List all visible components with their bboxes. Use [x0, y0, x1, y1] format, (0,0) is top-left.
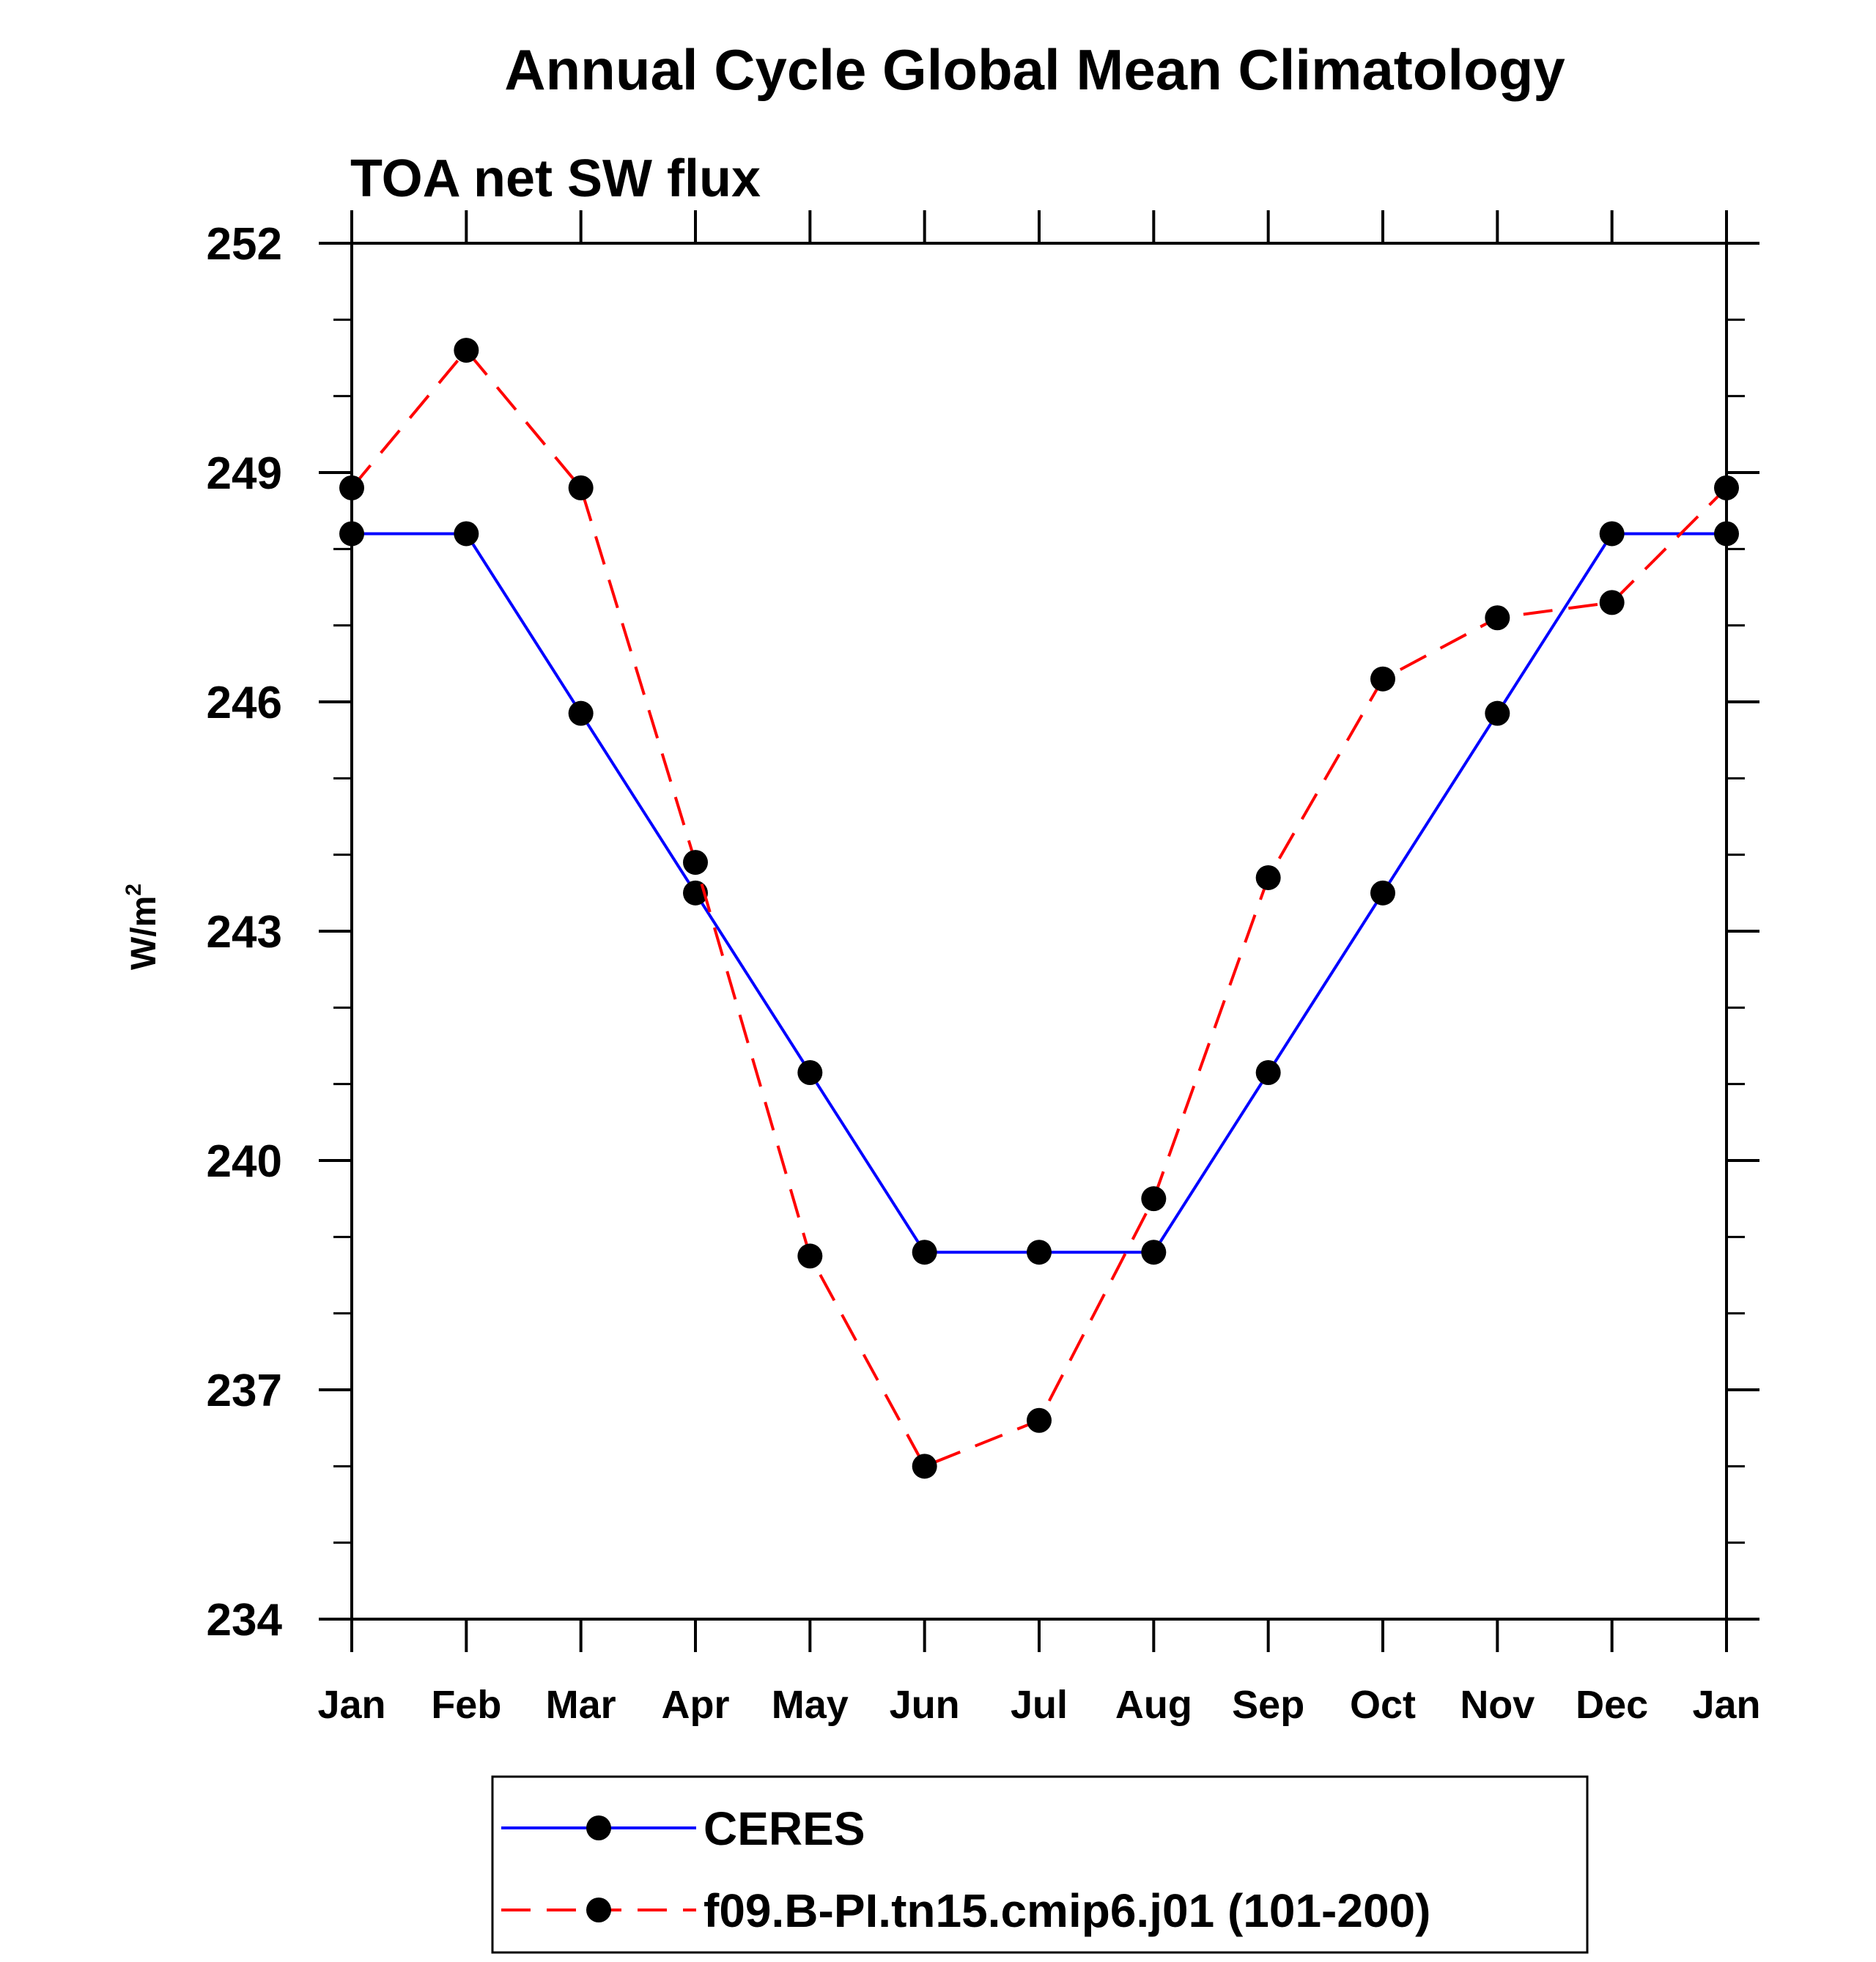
x-tick-label: Feb — [431, 1683, 501, 1727]
plot-area: Jan Feb Mar Apr May Jun Jul Aug Sep Oct Nov Dec Jan 2… — [207, 210, 1761, 1727]
chart-subtitle: TOA net SW flux — [350, 149, 761, 208]
series-1-point — [1714, 475, 1739, 500]
y-tick-label: 252 — [207, 219, 282, 270]
series-0-point — [1027, 1240, 1052, 1265]
series-0-point — [912, 1240, 937, 1265]
legend-box — [491, 1775, 1589, 1954]
chart-title: Annual Cycle Global Mean Climatology — [504, 37, 1565, 102]
y-tick-label: 237 — [207, 1366, 282, 1416]
series-1-point — [912, 1454, 937, 1479]
legend-marker-1 — [586, 1898, 611, 1922]
series-0-point — [1370, 880, 1395, 906]
y-axis-label-text: W/m — [125, 896, 163, 970]
legend: CERES f09.B-PI.tn15.cmip6.j01 (101-200) — [491, 1775, 1589, 1954]
series-1-point — [797, 1243, 823, 1269]
x-tick-label: May — [772, 1683, 849, 1727]
x-tick-label: Dec — [1576, 1683, 1648, 1727]
series-0-point — [454, 521, 479, 547]
series-0-point — [1141, 1240, 1167, 1265]
series-1-point — [1255, 865, 1281, 890]
y-tick-label: 240 — [207, 1136, 282, 1187]
legend-marker-0 — [586, 1815, 611, 1840]
y-tick-label: 234 — [207, 1595, 283, 1646]
legend-label-1: f09.B-PI.tn15.cmip6.j01 (101-200) — [704, 1884, 1430, 1937]
series-1-point — [339, 475, 364, 500]
x-tick-label: Jun — [890, 1683, 960, 1727]
series-0-point — [1255, 1060, 1281, 1086]
series-1-point — [1370, 666, 1395, 692]
series-1-point — [683, 850, 708, 876]
series-0-point — [339, 521, 364, 547]
series-0-point — [1599, 521, 1625, 547]
series-1-point — [1027, 1407, 1052, 1433]
y-axis-label: W/m2 — [122, 884, 163, 970]
legend-label-0: CERES — [704, 1802, 865, 1855]
series-0-point — [1714, 521, 1739, 547]
series-0-point — [1485, 700, 1510, 726]
x-tick-label: Apr — [662, 1683, 730, 1727]
x-tick-label: Jan — [1692, 1683, 1760, 1727]
x-tick-label: Oct — [1350, 1683, 1416, 1727]
x-tick-label: Jan — [317, 1683, 385, 1727]
x-tick-label: Jul — [1011, 1683, 1068, 1727]
series-1-point — [454, 338, 479, 363]
series-0-point — [797, 1060, 823, 1086]
series-1-point — [568, 475, 594, 500]
x-tick-label: Sep — [1232, 1683, 1304, 1727]
y-tick-label: 246 — [207, 678, 282, 728]
series-1-point — [1141, 1186, 1167, 1212]
series-0-point — [568, 700, 594, 726]
y-tick-label: 243 — [207, 907, 282, 958]
x-tick-label: Aug — [1115, 1683, 1192, 1727]
x-tick-label: Mar — [546, 1683, 616, 1727]
x-tick-label: Nov — [1460, 1683, 1535, 1727]
series-line-1 — [350, 347, 1728, 1468]
series-1-point — [1599, 590, 1625, 615]
series-line-0 — [352, 532, 1727, 1254]
y-tick-label: 249 — [207, 448, 282, 499]
series-1-point — [1485, 605, 1510, 631]
y-axis-label-superscript: 2 — [122, 884, 146, 896]
